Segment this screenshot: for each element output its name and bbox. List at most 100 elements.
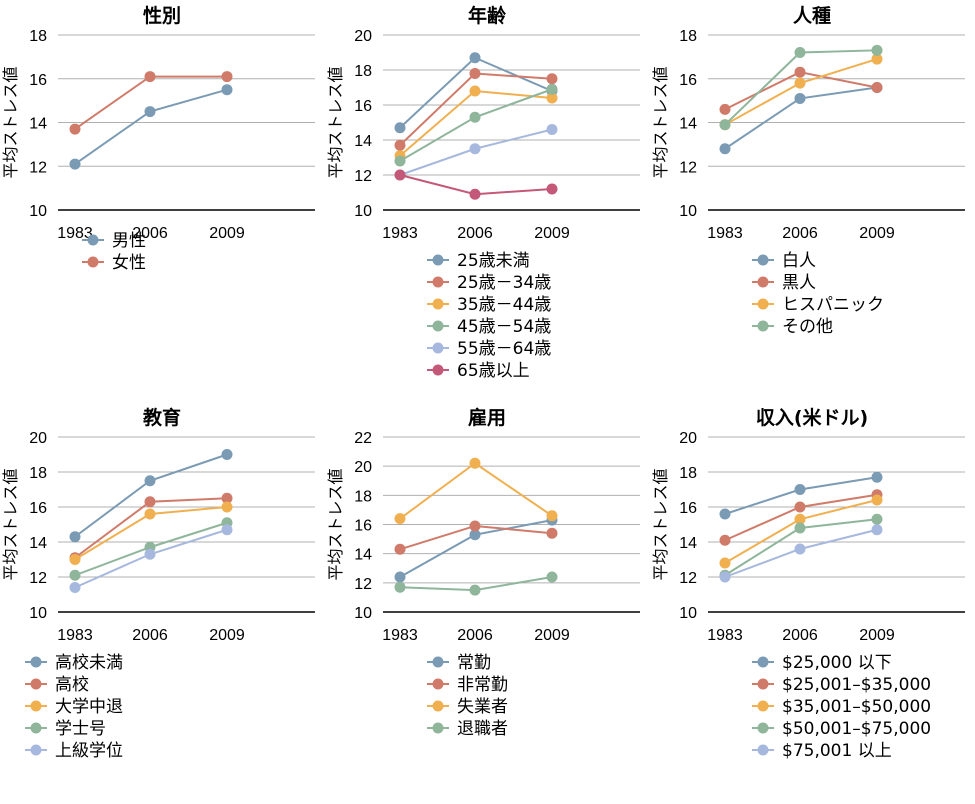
data-point [394, 139, 406, 151]
data-point [719, 571, 731, 583]
series-group [719, 471, 883, 520]
legend-item: 25歳－34歳 [427, 273, 551, 293]
legend-label: 男性 [112, 231, 146, 251]
data-point [546, 527, 558, 539]
y-tick-label: 18 [354, 63, 372, 80]
legend-label: ヒスパニック [782, 295, 884, 315]
legend-swatch-dot [757, 700, 769, 712]
y-tick-label: 16 [679, 500, 697, 517]
y-tick-label: 16 [29, 500, 47, 517]
y-tick-label: 14 [354, 547, 372, 564]
series-line [399, 462, 553, 520]
legend-swatch-dot [757, 722, 769, 734]
data-point [144, 475, 156, 487]
chart-title: 収入(米ドル) [756, 406, 868, 429]
data-point [469, 68, 481, 79]
data-point [871, 82, 883, 93]
series-group [719, 66, 883, 115]
data-point [794, 543, 806, 555]
data-point [871, 524, 883, 536]
chart-panel-income: 収入(米ドル) 平均ストレス値 10 12 14 16 18 20 1983 2006 2009 $2… [650, 402, 975, 804]
legend-swatch-dot [757, 276, 769, 288]
data-point [469, 85, 481, 97]
data-point [144, 106, 156, 118]
y-axis-label: 平均ストレス値 [1, 66, 20, 178]
y-tick-label: 18 [29, 465, 47, 482]
data-point [394, 155, 406, 167]
series-group [719, 82, 883, 155]
legend-item: 大学中退 [25, 697, 123, 717]
chart-title: 性別 [143, 4, 181, 27]
y-tick-label: 20 [354, 459, 372, 476]
chart-panel-age: 年齢 平均ストレス値 10 12 14 16 18 20 1983 2006 2009 25歳未満 25… [325, 0, 650, 402]
legend-item: $35,001–$50,000 [752, 697, 931, 717]
data-point [794, 77, 806, 89]
y-axis-label: 平均ストレス値 [1, 468, 20, 580]
x-tick-label: 1983 [57, 225, 93, 242]
data-point [719, 557, 731, 569]
data-point [69, 158, 81, 170]
legend-item: 黒人 [752, 273, 816, 293]
chart-title: 雇用 [468, 406, 506, 429]
data-point [469, 457, 481, 469]
legend-item: 55歳－64歳 [427, 339, 551, 359]
data-point [469, 111, 481, 123]
y-tick-label: 22 [354, 430, 372, 447]
legend-swatch-dot [432, 254, 444, 266]
data-point [144, 496, 156, 508]
y-tick-label: 12 [29, 159, 47, 176]
series-group [719, 494, 883, 569]
chart-title: 年齢 [468, 4, 507, 27]
data-point [394, 571, 406, 583]
legend-item: 白人 [752, 251, 816, 271]
legend-swatch-dot [757, 744, 769, 756]
data-point [719, 119, 731, 131]
y-axis-label: 平均ストレス値 [651, 66, 670, 178]
data-point [469, 188, 481, 200]
series-group [69, 524, 233, 593]
data-point [871, 53, 883, 65]
legend-item: 非常勤 [427, 675, 508, 695]
data-point [794, 522, 806, 534]
chart-title: 教育 [143, 406, 181, 429]
data-point [719, 534, 731, 546]
legend-label: 常勤 [457, 653, 491, 673]
legend-item: ヒスパニック [752, 295, 884, 315]
data-point [221, 524, 233, 536]
series-group [719, 513, 883, 581]
data-point [469, 52, 481, 64]
y-axis-label: 平均ストレス値 [326, 468, 345, 580]
series-group [719, 44, 883, 131]
series-group [394, 124, 558, 181]
legend-swatch-dot [757, 656, 769, 668]
data-point [794, 484, 806, 495]
chart-panel-education: 教育 平均ストレス値 10 12 14 16 18 20 1983 2006 2009 高校未満 高校大… [0, 402, 325, 804]
data-point [394, 513, 406, 525]
x-tick-label: 2009 [534, 225, 570, 242]
legend-item: $25,000 以下 [752, 653, 892, 673]
legend-label: 65歳以上 [457, 361, 530, 381]
legend-item: 男性 [82, 231, 146, 251]
series-group [69, 84, 233, 170]
legend-label: 高校未満 [55, 653, 123, 673]
chart-panel-race: 人種 平均ストレス値 10 12 14 16 18 1983 2006 2009 白人 黒人 ヒスパニッ… [650, 0, 975, 402]
y-tick-label: 20 [29, 430, 47, 447]
legend-label: $75,001 以上 [782, 741, 892, 761]
legend-item: 65歳以上 [427, 361, 530, 381]
y-tick-label: 12 [354, 168, 372, 185]
x-tick-label: 1983 [57, 627, 93, 644]
legend-label: $50,001–$75,000 [782, 719, 931, 739]
series-group [69, 449, 233, 543]
series-group [69, 71, 233, 135]
legend-swatch-dot [432, 342, 444, 354]
legend-swatch-dot [432, 656, 444, 668]
data-point [394, 122, 406, 134]
y-tick-label: 10 [29, 605, 47, 622]
legend-swatch-dot [757, 320, 769, 332]
y-tick-label: 12 [29, 570, 47, 587]
y-tick-label: 14 [679, 535, 697, 552]
legend-label: 失業者 [457, 697, 508, 717]
y-tick-label: 20 [679, 430, 697, 447]
